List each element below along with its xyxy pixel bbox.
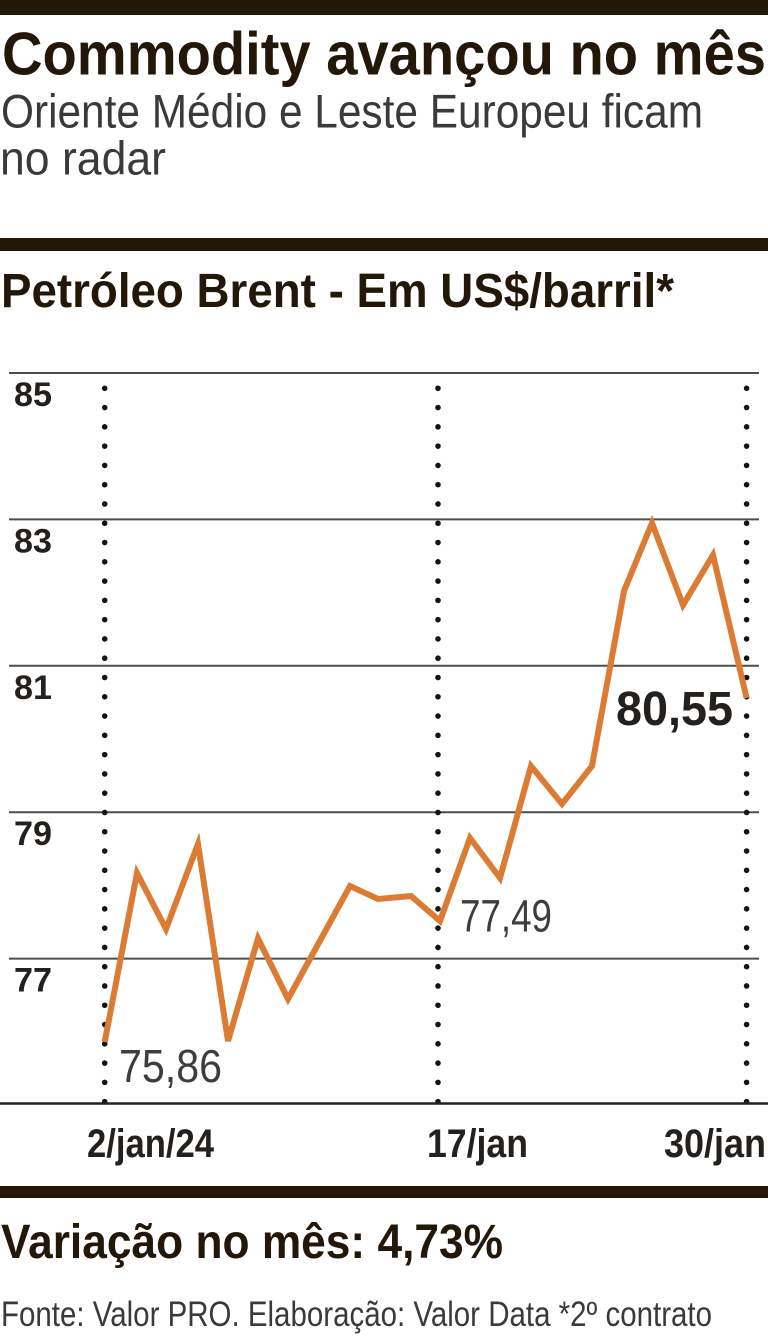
svg-text:80,55: 80,55: [616, 683, 733, 736]
svg-text:77,49: 77,49: [460, 891, 552, 942]
svg-text:Commodity avançou no mês: Commodity avançou no mês: [2, 21, 766, 88]
svg-text:85: 85: [14, 376, 52, 414]
svg-text:79: 79: [14, 815, 52, 853]
svg-text:81: 81: [14, 669, 52, 707]
svg-text:Variação no mês: 4,73%: Variação no mês: 4,73%: [1, 1216, 503, 1269]
svg-text:77: 77: [14, 962, 52, 1000]
svg-text:Fonte: Valor PRO. Elaboração:: Fonte: Valor PRO. Elaboração: Valor Data…: [1, 1295, 712, 1334]
svg-text:2/jan/24: 2/jan/24: [87, 1122, 215, 1166]
svg-text:Petróleo Brent - Em US$/barril: Petróleo Brent - Em US$/barril*: [1, 265, 674, 318]
svg-text:17/jan: 17/jan: [427, 1122, 528, 1166]
svg-text:75,86: 75,86: [119, 1040, 222, 1092]
svg-text:Oriente Médio e Leste Europeu: Oriente Médio e Leste Europeu ficam: [1, 85, 703, 138]
svg-text:30/jan: 30/jan: [664, 1122, 766, 1166]
svg-text:no radar: no radar: [0, 132, 166, 185]
svg-text:83: 83: [14, 522, 52, 560]
